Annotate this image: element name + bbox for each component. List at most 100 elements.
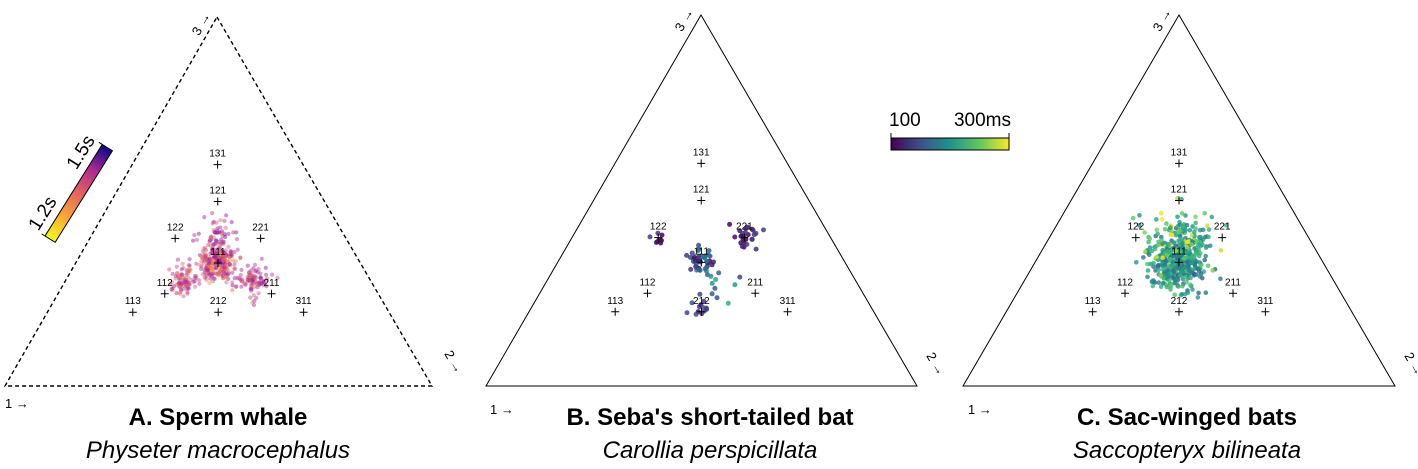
scatter-point [753, 246, 759, 252]
scatter-point [170, 279, 175, 285]
scatter-point [204, 265, 209, 271]
scatter-point [275, 275, 280, 280]
scatter-point [658, 238, 664, 243]
scatter-point [207, 261, 212, 266]
scatter-point [206, 264, 211, 269]
plus-icon [1121, 289, 1129, 298]
scatter-point [1177, 233, 1183, 238]
scatter-point [210, 269, 215, 274]
scatter-point [179, 273, 184, 278]
plus-icon [171, 234, 180, 243]
scatter-point [217, 239, 222, 245]
scatter-point [220, 258, 225, 263]
ratio-marker-131: 131 [693, 147, 710, 168]
scatter-point [255, 282, 260, 287]
scatter-point [212, 249, 217, 254]
scatter-point [214, 228, 219, 233]
scatter-point [716, 270, 722, 276]
scatter-point [223, 225, 228, 230]
scatter-point [220, 266, 225, 272]
plus-icon [1261, 307, 1270, 316]
scatter-point [208, 264, 213, 269]
scatter-point [199, 259, 204, 264]
scatter-point [186, 270, 191, 275]
scatter-point [224, 280, 229, 285]
scatter-point [249, 271, 254, 276]
scatter-point [1159, 217, 1165, 222]
ratio-marker-label: 221 [252, 222, 269, 233]
ratio-marker-121: 121 [693, 185, 710, 205]
scatter-point [203, 253, 208, 258]
scatter-point [709, 291, 715, 297]
scatter-point [247, 270, 252, 275]
scatter-point [684, 252, 690, 258]
scatter-point [1161, 267, 1166, 273]
scatter-point [261, 280, 266, 285]
scatter-point [712, 285, 718, 291]
scatter-point [202, 267, 207, 272]
scatter-point [1137, 213, 1142, 218]
ratio-marker-121: 121 [209, 186, 227, 206]
scatter-point [186, 275, 191, 280]
scatter-point [250, 281, 255, 286]
scatter-point [180, 272, 185, 277]
scatter-point [250, 275, 255, 281]
scatter-point [647, 234, 653, 240]
plus-icon [1229, 289, 1237, 298]
ratio-marker-211: 211 [264, 278, 280, 298]
scatter-point [206, 261, 211, 266]
scatter-point [228, 250, 233, 255]
scatter-point [252, 298, 257, 304]
scatter-point [1163, 259, 1169, 264]
scatter-point [1184, 244, 1190, 250]
scatter-point [229, 220, 234, 225]
scatter-point [205, 267, 210, 272]
scatter-point [218, 256, 224, 261]
scatter-point [1164, 253, 1170, 258]
ratio-marker-111: 111 [210, 247, 226, 267]
scatter-point [221, 242, 226, 247]
scatter-point [220, 253, 225, 259]
scatter-point [167, 267, 172, 272]
scatter-point [732, 234, 738, 240]
scatter-point [203, 248, 209, 253]
corner-label-right: 2 → [923, 350, 948, 378]
scatter-point [217, 257, 222, 262]
scatter-point [1193, 272, 1199, 277]
scatter-point [187, 268, 192, 274]
scatter-point [215, 269, 220, 274]
scatter-point [201, 246, 206, 251]
scatter-point [224, 263, 229, 268]
ratio-marker-122: 122 [650, 222, 667, 242]
scatter-point [1173, 248, 1178, 254]
scatter-point [210, 247, 215, 252]
scatter-point [701, 254, 707, 260]
scatter-point [208, 260, 214, 265]
scatter-point [246, 276, 251, 281]
scatter-point [1152, 246, 1158, 252]
scatter-point [1190, 287, 1195, 292]
scatter-point [270, 272, 275, 277]
scatter-point [211, 219, 216, 224]
scatter-point [220, 266, 225, 271]
scatter-point [1187, 268, 1192, 273]
scatter-point [1145, 261, 1150, 267]
scatter-point [1206, 234, 1211, 240]
scatter-point [216, 271, 221, 276]
scatter-point [696, 267, 702, 273]
scatter-point [212, 276, 217, 281]
scatter-point [1176, 284, 1181, 289]
corner-label-left: 1 → [5, 396, 29, 411]
scatter-point [264, 278, 269, 283]
scatter-point [238, 277, 243, 282]
scatter-point [221, 254, 226, 259]
scatter-point [1164, 221, 1169, 226]
scatter-point [214, 220, 219, 225]
scatter-point [203, 251, 208, 256]
scatter-point [1202, 257, 1207, 263]
scatter-point [1193, 250, 1199, 256]
scatter-point [208, 243, 213, 248]
scatter-point [210, 245, 215, 250]
scatter-point [1150, 283, 1156, 289]
scatter-point [211, 243, 216, 248]
